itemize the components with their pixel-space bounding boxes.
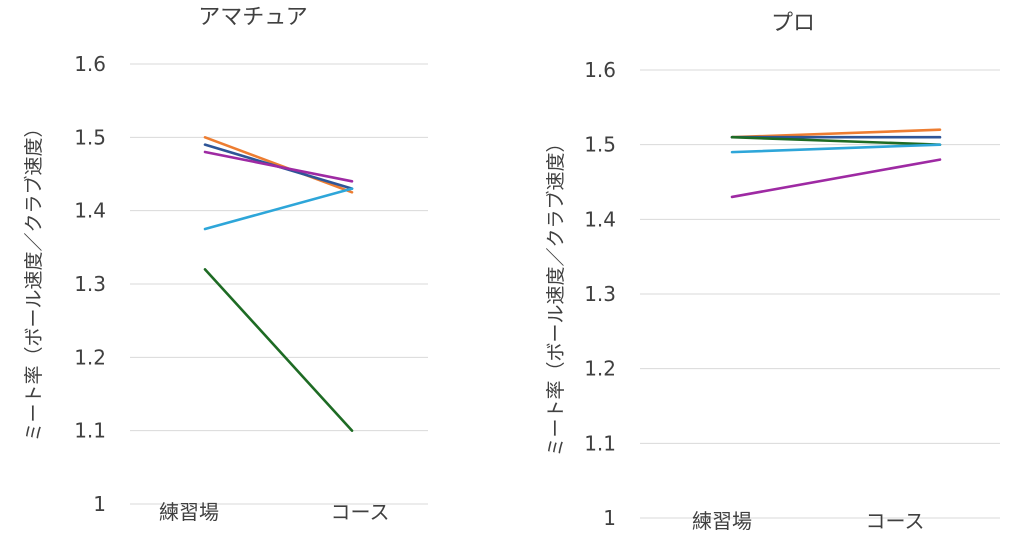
- chart-pro: プロ ミート率（ボール速度／クラブ速度） 1 1.1 1.2 1.3 1.4 1.5 1.6…: [544, 11, 1000, 533]
- gridlines: [130, 63, 428, 505]
- y-tick-label: 1.6: [74, 52, 106, 76]
- series-line: [730, 135, 942, 146]
- series-line: [203, 136, 354, 194]
- series-lines: [730, 128, 942, 199]
- y-tick-labels: 1 1.1 1.2 1.3 1.4 1.5 1.6: [74, 52, 106, 516]
- y-tick-label: 1: [603, 506, 616, 530]
- chart-amateur: アマチュア ミート率（ボール速度／クラブ速度） 1 1.1 1.2 1.3 1.4 1.5…: [22, 5, 428, 524]
- x-tick-label: 練習場: [159, 500, 219, 524]
- series-line: [203, 150, 354, 183]
- y-tick-label: 1.2: [74, 345, 106, 369]
- y-axis-label: ミート率（ボール速度／クラブ速度）: [544, 133, 567, 456]
- y-tick-label: 1.6: [584, 58, 616, 82]
- y-tick-label: 1.2: [584, 357, 616, 381]
- x-tick-label: コース: [866, 509, 925, 533]
- series-line: [730, 158, 942, 199]
- series-line: [203, 187, 354, 231]
- y-axis-label: ミート率（ボール速度／クラブ速度）: [22, 118, 45, 441]
- chart-title: プロ: [771, 11, 815, 36]
- series-lines: [203, 136, 354, 432]
- x-tick-label: コース: [331, 500, 390, 524]
- y-tick-label: 1.1: [74, 419, 106, 443]
- y-tick-label: 1.5: [74, 125, 106, 149]
- gridlines: [640, 69, 1000, 519]
- y-tick-label: 1.3: [74, 272, 106, 296]
- series-line: [203, 268, 354, 432]
- y-tick-label: 1.5: [584, 133, 616, 157]
- series-line: [730, 143, 942, 154]
- chart-title: アマチュア: [198, 5, 308, 30]
- y-tick-label: 1.4: [584, 207, 616, 231]
- x-tick-label: 練習場: [692, 509, 752, 533]
- y-tick-label: 1.3: [584, 282, 616, 306]
- y-tick-label: 1.1: [584, 431, 616, 455]
- y-tick-label: 1.4: [74, 199, 106, 223]
- y-tick-labels: 1 1.1 1.2 1.3 1.4 1.5 1.6: [584, 58, 616, 530]
- y-tick-label: 1: [93, 492, 106, 516]
